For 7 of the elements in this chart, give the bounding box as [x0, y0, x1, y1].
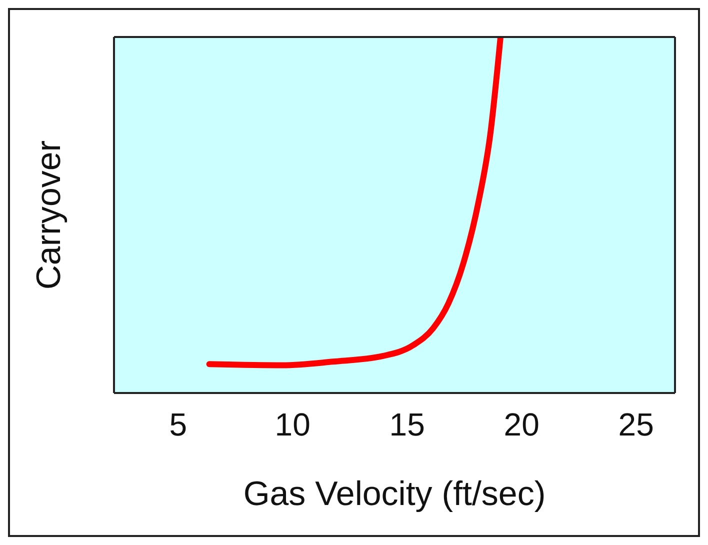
x-tick-label: 15: [389, 406, 425, 443]
x-tick-label: 10: [274, 406, 310, 443]
x-tick-label: 25: [618, 406, 654, 443]
y-axis-title: Carryover: [30, 140, 68, 290]
x-tick-label: 5: [169, 406, 188, 443]
x-tick-label: 20: [504, 406, 540, 443]
x-axis-title: Gas Velocity (ft/sec): [243, 475, 546, 513]
